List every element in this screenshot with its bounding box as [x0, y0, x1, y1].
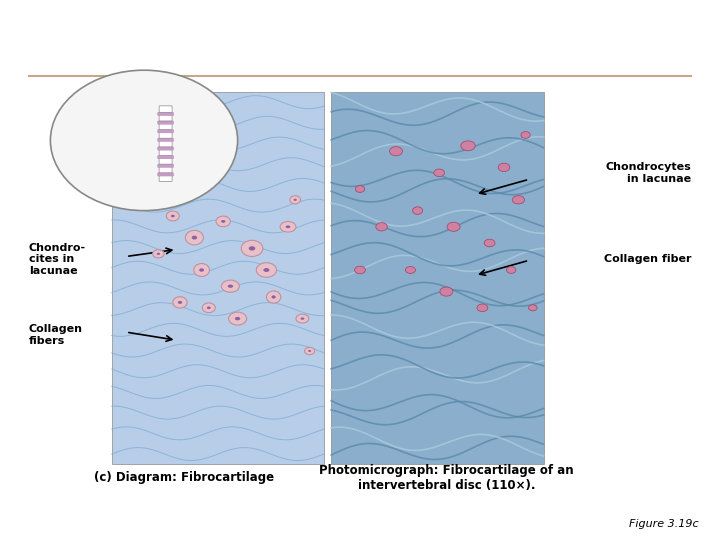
Text: Figure 3.19c: Figure 3.19c	[629, 519, 698, 529]
Ellipse shape	[521, 132, 530, 138]
FancyBboxPatch shape	[158, 121, 174, 124]
Ellipse shape	[461, 141, 475, 151]
Ellipse shape	[178, 301, 182, 304]
FancyBboxPatch shape	[158, 147, 174, 150]
Ellipse shape	[294, 199, 297, 201]
Ellipse shape	[507, 267, 516, 273]
Ellipse shape	[447, 222, 460, 231]
FancyBboxPatch shape	[158, 138, 174, 141]
Ellipse shape	[194, 264, 210, 276]
Ellipse shape	[355, 266, 365, 274]
Ellipse shape	[440, 287, 453, 296]
Ellipse shape	[228, 285, 233, 288]
Text: Collagen
fibers: Collagen fibers	[29, 324, 83, 346]
FancyBboxPatch shape	[159, 158, 172, 164]
Ellipse shape	[296, 314, 309, 323]
Text: Photomicrograph: Fibrocartilage of an
intervertebral disc (110×).: Photomicrograph: Fibrocartilage of an in…	[319, 464, 574, 492]
Text: Chondro-
cites in
lacunae: Chondro- cites in lacunae	[29, 242, 86, 276]
FancyBboxPatch shape	[112, 92, 324, 464]
Ellipse shape	[229, 312, 246, 325]
Ellipse shape	[222, 280, 239, 292]
Text: Chondrocytes
in lacunae: Chondrocytes in lacunae	[606, 162, 691, 184]
Ellipse shape	[235, 317, 240, 320]
Ellipse shape	[286, 225, 290, 228]
Ellipse shape	[271, 295, 276, 299]
Ellipse shape	[202, 303, 215, 313]
Ellipse shape	[498, 163, 510, 172]
Ellipse shape	[241, 240, 263, 256]
Ellipse shape	[280, 221, 296, 232]
Ellipse shape	[305, 347, 315, 355]
FancyBboxPatch shape	[158, 156, 174, 159]
Ellipse shape	[528, 305, 537, 311]
FancyBboxPatch shape	[158, 112, 174, 116]
Ellipse shape	[289, 195, 301, 204]
FancyBboxPatch shape	[159, 175, 172, 181]
Ellipse shape	[356, 186, 365, 192]
Ellipse shape	[513, 195, 524, 204]
FancyBboxPatch shape	[159, 140, 172, 147]
Ellipse shape	[308, 350, 311, 352]
Ellipse shape	[413, 207, 423, 214]
FancyBboxPatch shape	[331, 92, 544, 464]
FancyBboxPatch shape	[159, 132, 172, 138]
FancyBboxPatch shape	[158, 173, 174, 176]
Text: (c) Diagram: Fibrocartilage: (c) Diagram: Fibrocartilage	[94, 471, 274, 484]
Ellipse shape	[249, 246, 255, 251]
Ellipse shape	[153, 249, 164, 258]
FancyBboxPatch shape	[159, 166, 172, 173]
FancyBboxPatch shape	[159, 149, 172, 156]
Ellipse shape	[433, 169, 444, 177]
Ellipse shape	[171, 215, 175, 217]
Ellipse shape	[173, 297, 187, 308]
Ellipse shape	[186, 230, 204, 245]
FancyBboxPatch shape	[159, 106, 172, 112]
Ellipse shape	[192, 235, 197, 240]
Ellipse shape	[300, 318, 305, 320]
FancyBboxPatch shape	[158, 164, 174, 167]
Ellipse shape	[390, 147, 402, 156]
Ellipse shape	[157, 253, 160, 255]
Ellipse shape	[264, 268, 269, 272]
Ellipse shape	[207, 307, 211, 309]
Ellipse shape	[477, 304, 488, 312]
Ellipse shape	[199, 268, 204, 272]
Ellipse shape	[266, 291, 281, 303]
Circle shape	[50, 70, 238, 211]
Ellipse shape	[485, 239, 495, 247]
Ellipse shape	[166, 211, 179, 221]
Ellipse shape	[221, 220, 225, 223]
FancyBboxPatch shape	[159, 114, 172, 121]
Ellipse shape	[216, 216, 230, 227]
Ellipse shape	[405, 267, 415, 273]
Ellipse shape	[256, 262, 276, 278]
Ellipse shape	[376, 222, 387, 231]
Text: Collagen fiber: Collagen fiber	[603, 254, 691, 264]
FancyBboxPatch shape	[158, 130, 174, 133]
FancyBboxPatch shape	[159, 123, 172, 130]
